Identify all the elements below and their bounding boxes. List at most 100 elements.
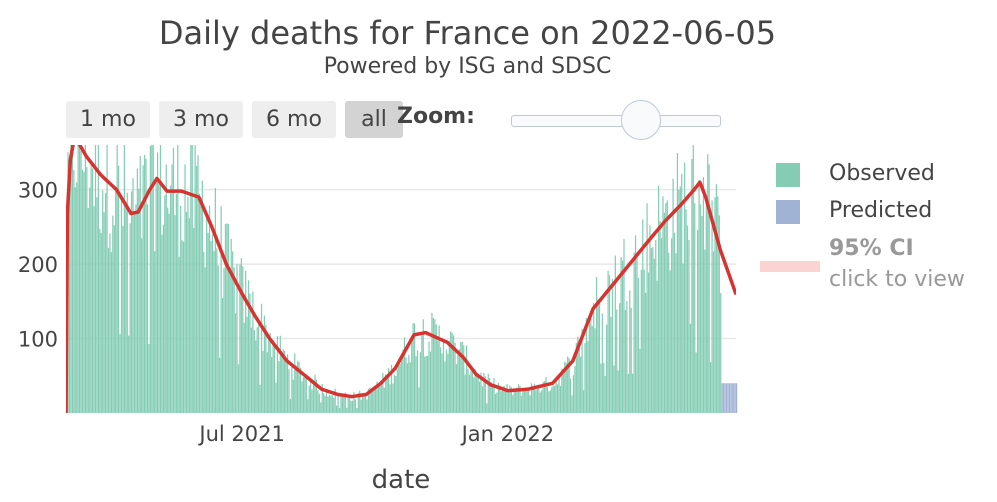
bar-observed bbox=[510, 387, 512, 413]
bar-observed bbox=[606, 324, 608, 413]
bar-observed bbox=[483, 372, 485, 413]
bar-observed bbox=[513, 388, 515, 413]
bar-observed bbox=[305, 376, 307, 413]
bar-observed bbox=[504, 391, 507, 413]
bar-observed bbox=[481, 386, 484, 413]
bar-observed bbox=[149, 145, 151, 413]
bar-observed bbox=[292, 379, 294, 413]
bar-observed bbox=[581, 329, 583, 413]
bar-observed bbox=[135, 204, 137, 413]
bar-observed bbox=[312, 383, 315, 413]
bar-observed bbox=[227, 223, 229, 413]
bar-observed bbox=[370, 391, 372, 413]
bar-observed bbox=[349, 396, 351, 413]
bar-observed bbox=[639, 348, 641, 413]
bar-observed bbox=[496, 392, 498, 413]
bar-observed bbox=[115, 191, 117, 413]
bar-observed bbox=[109, 233, 111, 413]
bar-observed bbox=[564, 361, 566, 413]
bar-observed bbox=[695, 352, 697, 413]
bar-observed bbox=[468, 374, 471, 413]
bar-observed bbox=[503, 385, 505, 413]
legend-label-ci: 95% CI bbox=[829, 236, 914, 261]
legend-swatch-observed bbox=[776, 163, 800, 187]
bar-observed bbox=[234, 313, 237, 413]
bar-observed bbox=[304, 375, 306, 413]
bar-observed bbox=[457, 354, 459, 413]
bar-observed bbox=[652, 247, 654, 413]
range-button-1mo[interactable]: 1 mo bbox=[66, 101, 150, 138]
range-button-all[interactable]: all bbox=[345, 101, 403, 138]
bar-observed bbox=[613, 365, 615, 413]
bar-observed bbox=[96, 197, 98, 413]
bar-observed bbox=[598, 300, 601, 413]
bar-observed bbox=[688, 239, 690, 413]
bar-observed bbox=[311, 389, 313, 413]
bar-predicted bbox=[730, 383, 732, 413]
bar-observed bbox=[500, 391, 502, 413]
bar-observed bbox=[461, 341, 463, 413]
bar-observed bbox=[141, 238, 143, 413]
bar-observed bbox=[480, 372, 482, 413]
bar-observed bbox=[712, 251, 715, 413]
bar-observed bbox=[263, 315, 266, 413]
bar-observed bbox=[441, 353, 443, 413]
bar-series bbox=[67, 145, 738, 414]
bar-observed bbox=[273, 347, 276, 413]
bar-observed bbox=[650, 248, 653, 413]
bar-observed bbox=[142, 165, 144, 413]
bar-observed bbox=[626, 301, 628, 413]
bar-observed bbox=[229, 272, 231, 413]
bar-observed bbox=[465, 345, 468, 413]
bar-observed bbox=[324, 395, 326, 413]
bar-observed bbox=[678, 189, 680, 413]
bar-observed bbox=[195, 165, 198, 413]
bar-observed bbox=[558, 377, 560, 413]
bar-observed bbox=[617, 370, 619, 413]
bar-observed bbox=[318, 393, 320, 413]
bar-observed bbox=[630, 307, 632, 413]
range-button-3mo[interactable]: 3 mo bbox=[159, 101, 243, 138]
bar-observed bbox=[210, 241, 212, 413]
bar-observed bbox=[543, 380, 546, 413]
bar-observed bbox=[398, 365, 400, 413]
bar-observed bbox=[594, 328, 596, 413]
zoom-slider-track[interactable] bbox=[511, 115, 721, 127]
bar-observed bbox=[266, 352, 268, 413]
bar-observed bbox=[671, 238, 673, 413]
bar-observed bbox=[162, 224, 164, 413]
bar-observed bbox=[600, 363, 602, 413]
x-tick-label: Jul 2021 bbox=[197, 422, 284, 446]
bar-observed bbox=[542, 381, 544, 413]
zoom-slider-handle[interactable] bbox=[621, 100, 661, 140]
bar-observed bbox=[629, 290, 631, 413]
bar-observed bbox=[655, 240, 657, 413]
bar-observed bbox=[123, 145, 125, 413]
bar-observed bbox=[450, 331, 452, 413]
bar-observed bbox=[559, 385, 562, 413]
bar-observed bbox=[250, 327, 253, 413]
bar-observed bbox=[373, 389, 375, 413]
bar-observed bbox=[460, 341, 462, 413]
bar-observed bbox=[561, 368, 563, 413]
bar-observed bbox=[256, 327, 258, 413]
bar-observed bbox=[83, 171, 85, 413]
bar-predicted bbox=[724, 383, 726, 413]
bar-observed bbox=[197, 155, 199, 413]
bar-observed bbox=[447, 353, 449, 413]
y-axis-ticks: 100 200 300 bbox=[18, 179, 58, 352]
bar-observed bbox=[467, 369, 469, 413]
bar-observed bbox=[552, 385, 554, 413]
bar-observed bbox=[243, 322, 245, 413]
bar-observed bbox=[219, 357, 221, 413]
bar-observed bbox=[672, 178, 674, 413]
bar-observed bbox=[340, 392, 342, 413]
bar-observed bbox=[545, 377, 547, 413]
bar-observed bbox=[702, 177, 705, 413]
bar-observed bbox=[676, 153, 679, 413]
range-button-6mo[interactable]: 6 mo bbox=[252, 101, 336, 138]
smoothed-trend-line bbox=[66, 145, 736, 413]
bar-observed bbox=[347, 397, 349, 413]
bar-observed bbox=[91, 168, 94, 413]
bar-observed bbox=[415, 356, 417, 413]
